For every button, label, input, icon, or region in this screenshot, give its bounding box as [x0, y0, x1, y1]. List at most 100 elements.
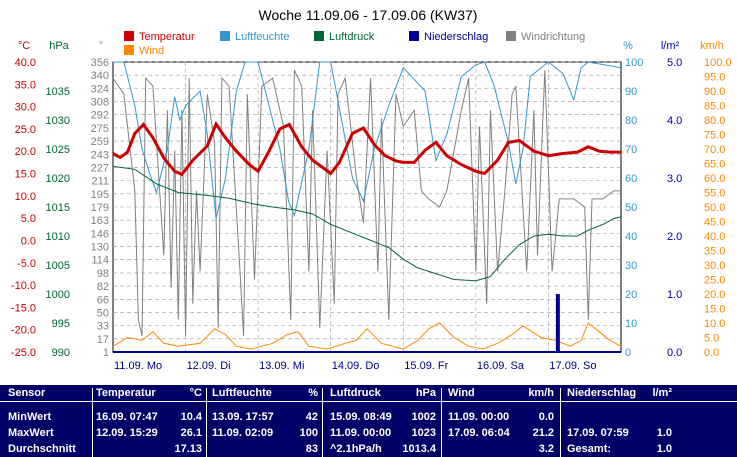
direction-tick-label: 275	[91, 123, 109, 135]
chart-title: Woche 11.09.06 - 17.09.06 (KW37)	[259, 7, 478, 23]
series-line-luftfeuchte	[113, 61, 622, 219]
temperature-tick-label: -5.0	[17, 258, 36, 270]
weather-chart: Woche 11.09.06 - 17.09.06 (KW37) Tempera…	[11, 7, 732, 372]
temperature-time: 12.09. 15:29	[96, 427, 158, 439]
precipitation-tick-label: 5.0	[667, 57, 682, 69]
direction-tick-label: 211	[91, 176, 109, 188]
pressure-tick-label: 1000	[46, 289, 70, 301]
pressure-time: 11.09. 00:00	[330, 427, 392, 439]
wind-value: 21.2	[532, 427, 554, 439]
humidity-tick-label: 90	[625, 86, 637, 98]
temperature-value: 26.1	[180, 427, 202, 439]
row-label: Durchschnitt	[8, 443, 76, 455]
humidity-tick-label: 20	[625, 289, 637, 301]
wind-tick-label: 55.0	[704, 188, 725, 200]
x-tick-label: 16.09. Sa	[477, 360, 525, 372]
direction-tick-label: 292	[91, 110, 109, 122]
x-tick-label: 13.09. Mi	[259, 360, 304, 372]
pressure-tick-label: 1010	[46, 231, 70, 243]
row-label: MinWert	[8, 411, 52, 423]
legend-swatch	[409, 31, 419, 41]
wind-time: 11.09. 00:00	[448, 411, 510, 423]
direction-tick-label: 259	[91, 136, 109, 148]
direction-tick-label: 146	[91, 228, 109, 240]
legend-swatch	[220, 31, 230, 41]
direction-tick-label: 98	[97, 268, 109, 280]
temperature-tick-label: 20.0	[15, 146, 36, 158]
humidity-value: 83	[305, 443, 318, 455]
stats-header-row: Sensor Temperatur °C Luftfeuchte % Luftd…	[0, 385, 737, 401]
x-tick-label: 15.09. Fr	[404, 360, 448, 372]
direction-tick-label: 50	[97, 307, 109, 319]
x-tick-labels: 11.09. Mo 12.09. Di 13.09. Mi 14.09. Do 15.0…	[114, 360, 597, 372]
axis-unit-label: °C	[18, 40, 30, 52]
wind-tick-label: 10.0	[704, 318, 725, 330]
pressure-tick-label: 1020	[46, 173, 70, 185]
stats-row-min: MinWert 16.09. 07:47 10.4 13.09. 17:57 4…	[0, 409, 737, 425]
humidity-tick-label: 30	[625, 260, 637, 272]
pressure-tick-label: 995	[52, 318, 70, 330]
direction-tick-label: 227	[91, 162, 109, 174]
legend-label: Niederschlag	[424, 31, 488, 43]
axis-unit-label: °	[99, 40, 103, 52]
pressure-value: 1002	[411, 411, 436, 423]
x-tick-label: 12.09. Di	[187, 360, 231, 372]
wind-tick-label: 50.0	[704, 202, 725, 214]
precipitation-tick-label: 1.0	[667, 289, 682, 301]
temperature-tick-label: 30.0	[15, 102, 36, 114]
wind-tick-label: 70.0	[704, 144, 725, 156]
precipitation-value: 1.0	[656, 427, 672, 439]
wind-tick-label: 40.0	[704, 231, 725, 243]
temperature-tick-label: -25.0	[11, 347, 36, 359]
wind-tick-label: 35.0	[704, 246, 725, 258]
humidity-time: 11.09. 02:09	[212, 427, 274, 439]
direction-tick-label: 163	[91, 215, 109, 227]
direction-tick-label: 195	[91, 189, 109, 201]
legend-label: Windrichtung	[521, 31, 585, 43]
pressure-tick-label: 1030	[46, 115, 70, 127]
temperature-tick-label: 40.0	[15, 57, 36, 69]
humidity-tick-label: 100	[625, 57, 643, 69]
row-label: MaxWert	[8, 427, 54, 439]
humidity-tick-label: 70	[625, 144, 637, 156]
direction-tick-label: 130	[91, 242, 109, 254]
temperature-tick-label: 10.0	[15, 191, 36, 203]
wind-tick-label: 95.0	[704, 72, 725, 84]
direction-tick-label: 114	[91, 255, 109, 267]
temperature-tick-label: 5.0	[21, 213, 36, 225]
wind-tick-label: 65.0	[704, 159, 725, 171]
legend-swatch	[124, 45, 134, 55]
wind-time: 17.09. 06:04	[448, 427, 510, 439]
axis-unit-labels: °C hPa °% l/m² km/h	[18, 40, 724, 52]
pressure-tick-label: 1025	[46, 144, 70, 156]
humidity-value: 100	[299, 427, 318, 439]
series-layer	[112, 61, 622, 353]
wind-tick-label: 25.0	[704, 275, 725, 287]
header-temperature: Temperatur	[96, 387, 156, 399]
precipitation-value: 1.0	[656, 443, 672, 455]
legend-label: Luftdruck	[329, 31, 375, 43]
header-wind-unit: km/h	[528, 387, 554, 399]
header-precipitation: Niederschlag	[567, 387, 637, 399]
pressure-tick-label: 990	[52, 347, 70, 359]
legend-label: Luftfeuchte	[235, 31, 289, 43]
x-tick-label: 14.09. Do	[332, 360, 380, 372]
precipitation-tick-label: 3.0	[667, 173, 682, 185]
series-line-luftdruck	[112, 165, 622, 282]
wind-tick-label: 15.0	[704, 304, 725, 316]
precipitation-time: 17.09. 07:59	[567, 427, 629, 439]
legend-label: Temperatur	[139, 31, 195, 43]
humidity-tick-label: 50	[625, 202, 637, 214]
direction-tick-label: 33	[97, 321, 109, 333]
axis-unit-label: %	[623, 40, 633, 52]
stats-row-max: MaxWert 12.09. 15:29 26.1 11.09. 02:09 1…	[0, 425, 737, 441]
direction-tick-label: 1	[103, 347, 109, 359]
wind-tick-label: 100.0	[704, 57, 732, 69]
header-pressure-unit: hPa	[415, 387, 436, 399]
header-temperature-unit: °C	[189, 387, 202, 399]
header-sensor: Sensor	[8, 387, 46, 399]
axis-unit-label: km/h	[700, 40, 724, 52]
wind-tick-label: 60.0	[704, 173, 725, 185]
stats-row-average: Durchschnitt 17.13 83 ^2.1hPa/h 1013.4 3…	[0, 441, 737, 457]
pressure-value: 1013.4	[402, 443, 436, 455]
